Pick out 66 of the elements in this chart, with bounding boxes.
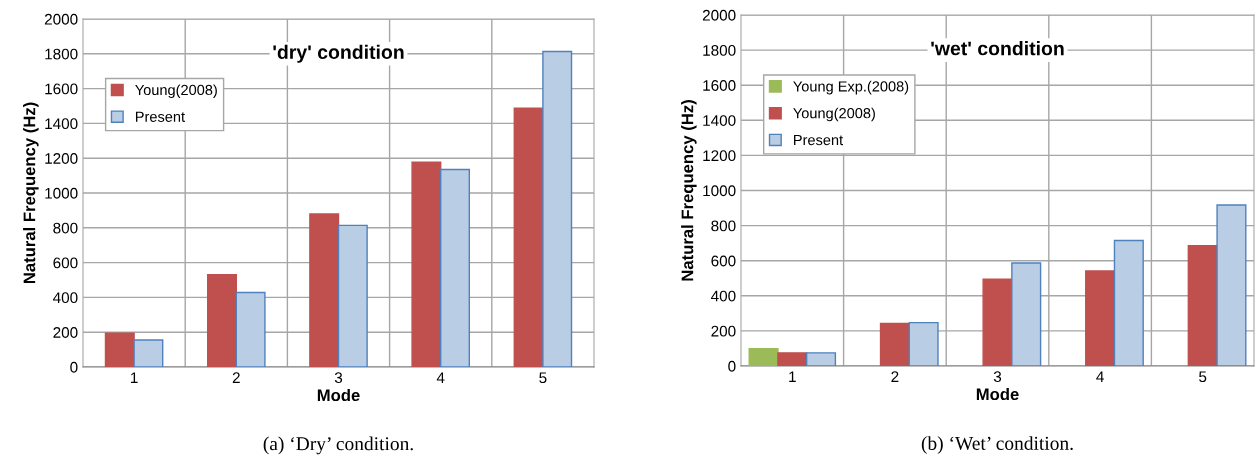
bar bbox=[542, 50, 573, 367]
y-tick-label: 1000 bbox=[703, 185, 736, 197]
y-tick-label: 1800 bbox=[703, 44, 736, 56]
bar bbox=[513, 107, 544, 367]
legend-label: Young Exp.(2008) bbox=[793, 80, 909, 95]
y-tick-label: 200 bbox=[711, 325, 736, 337]
y-tick-label: 2000 bbox=[44, 13, 78, 25]
x-axis-title: Mode bbox=[317, 388, 360, 402]
bar bbox=[1187, 244, 1218, 366]
text: (b) ‘Wet’ condition. bbox=[921, 436, 1073, 454]
x-tick-label: 3 bbox=[993, 371, 1002, 383]
legend-label: Present bbox=[135, 111, 185, 122]
bar bbox=[440, 168, 471, 367]
y-tick-label: 1600 bbox=[703, 80, 736, 91]
bar bbox=[337, 224, 368, 367]
y-tick-label: 800 bbox=[711, 220, 736, 232]
x-tick-label: 1 bbox=[789, 371, 796, 382]
y-tick-label: 600 bbox=[53, 257, 78, 269]
x-tick-label: 4 bbox=[1096, 371, 1104, 382]
y-tick-label: 400 bbox=[711, 290, 736, 302]
legend-label: Present bbox=[794, 134, 843, 146]
bar bbox=[748, 348, 779, 366]
y-tick-label: 800 bbox=[53, 222, 78, 234]
legend-label: Young(2008) bbox=[793, 107, 875, 122]
x-tick-label: 2 bbox=[232, 372, 240, 383]
x-tick-label: 5 bbox=[539, 372, 547, 384]
bar bbox=[1216, 204, 1247, 366]
y-tick-label: 1400 bbox=[45, 118, 78, 130]
y-tick-label: 1800 bbox=[45, 48, 78, 60]
bar bbox=[1085, 270, 1116, 366]
y-tick-label: 2000 bbox=[702, 9, 736, 21]
x-tick-label: 2 bbox=[891, 371, 899, 382]
y-tick-label: 1200 bbox=[45, 153, 78, 164]
legend-label: Young(2008) bbox=[135, 84, 217, 98]
x-tick-label: 4 bbox=[436, 372, 445, 383]
bar bbox=[982, 278, 1013, 366]
bar bbox=[1113, 239, 1144, 366]
y-tick-label: 1000 bbox=[45, 187, 78, 199]
y-tick-label: 0 bbox=[728, 360, 736, 372]
y-axis-title: Natural Frequency (Hz) bbox=[681, 100, 697, 281]
bar bbox=[777, 352, 808, 366]
y-tick-label: 1600 bbox=[45, 83, 78, 95]
bar bbox=[879, 322, 910, 366]
bar bbox=[309, 213, 340, 367]
text: (a) ‘Dry’ condition. bbox=[263, 436, 413, 455]
bar bbox=[1011, 262, 1042, 366]
x-tick-label: 3 bbox=[334, 372, 343, 384]
bar bbox=[206, 274, 237, 367]
bar bbox=[908, 321, 939, 366]
text: 'dry' condition bbox=[273, 44, 404, 63]
x-axis-title: Mode bbox=[976, 387, 1019, 401]
y-tick-label: 1400 bbox=[703, 115, 736, 126]
x-tick-label: 5 bbox=[1199, 371, 1207, 383]
y-axis-title: Natural Frequency (Hz) bbox=[23, 102, 39, 284]
y-tick-label: 600 bbox=[711, 255, 736, 267]
x-tick-label: 1 bbox=[131, 372, 138, 383]
bar bbox=[235, 291, 266, 367]
y-tick-label: 400 bbox=[53, 292, 78, 304]
y-tick-label: 1200 bbox=[703, 150, 736, 162]
bar bbox=[411, 161, 442, 367]
y-tick-label: 200 bbox=[53, 327, 78, 338]
text: 'wet' condition bbox=[931, 41, 1064, 56]
bar bbox=[133, 339, 164, 367]
bar bbox=[104, 332, 135, 367]
y-tick-label: 0 bbox=[70, 361, 78, 373]
bar bbox=[805, 352, 837, 366]
